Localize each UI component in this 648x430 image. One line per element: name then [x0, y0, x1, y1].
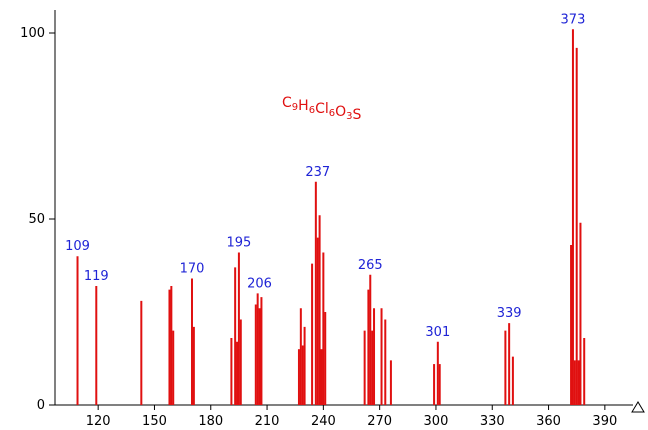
peak-label: 195 — [226, 235, 251, 250]
y-tick-label: 50 — [28, 212, 45, 227]
x-tick-label: 330 — [480, 414, 505, 429]
peak-label: 301 — [425, 325, 450, 340]
axis-end-triangle-icon — [631, 401, 645, 413]
formula-element: O — [335, 104, 346, 120]
peak-label-group: 109 119 170 195 206 237 265 301 339 373 — [65, 12, 585, 339]
peak-label: 373 — [561, 12, 586, 27]
formula-element: Cl — [315, 101, 329, 117]
peak-label: 109 — [65, 239, 90, 254]
formula-annotation: C9H6Cl6O3S — [282, 95, 362, 123]
peak-label: 119 — [84, 269, 109, 284]
peak-label: 206 — [247, 276, 272, 291]
x-tick-label: 240 — [311, 414, 336, 429]
y-tick-label: 0 — [37, 398, 45, 413]
x-tick-label: 360 — [536, 414, 561, 429]
y-tick-label: 100 — [20, 26, 45, 41]
x-tick-label: 390 — [592, 414, 617, 429]
peak-label: 237 — [305, 165, 330, 180]
x-tick-label: 120 — [86, 414, 111, 429]
formula-subscript: 6 — [329, 108, 335, 119]
peak-label: 265 — [358, 258, 383, 273]
x-tick-label: 210 — [255, 414, 280, 429]
peak-label: 170 — [180, 262, 205, 277]
formula-element: H — [298, 98, 309, 114]
formula-subscript: 3 — [346, 111, 352, 122]
peak-label: 339 — [497, 306, 522, 321]
formula-subscript: 9 — [292, 102, 298, 113]
x-tick-label: 150 — [142, 414, 167, 429]
x-tick-label: 300 — [424, 414, 449, 429]
tick-group: 120 150 180 210 240 270 300 330 360 390 0 50 100 — [20, 26, 617, 429]
formula-element: S — [353, 107, 362, 123]
x-tick-label: 180 — [198, 414, 223, 429]
formula-element: C — [282, 95, 292, 111]
bar-group — [76, 29, 586, 405]
formula-subscript: 6 — [309, 105, 315, 116]
x-tick-label: 270 — [367, 414, 392, 429]
chart-axes — [54, 10, 645, 413]
